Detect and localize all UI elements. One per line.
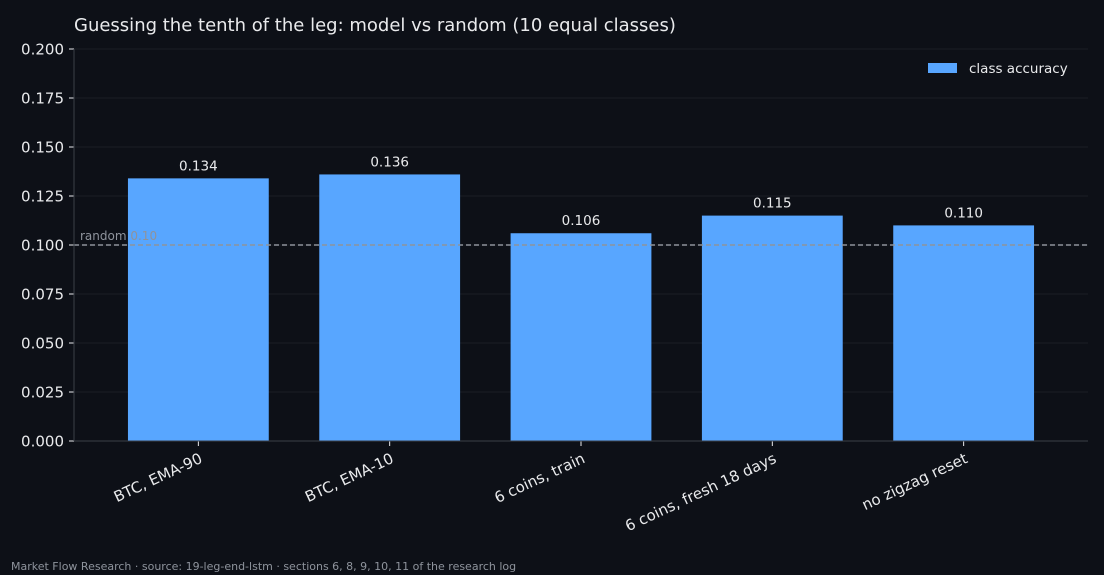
x-tick-label: 6 coins, train <box>492 449 588 507</box>
bar-value-label: 0.136 <box>370 154 409 170</box>
bar <box>701 215 843 441</box>
legend: class accuracy <box>928 61 1068 77</box>
chart-title: Guessing the tenth of the leg: model vs … <box>74 15 676 36</box>
bar-value-label: 0.134 <box>179 158 218 174</box>
bar-value-label: 0.115 <box>753 196 792 212</box>
legend-swatch <box>928 63 957 73</box>
x-tick-label: BTC, EMA-90 <box>111 449 205 506</box>
y-tick-label: 0.025 <box>21 384 64 402</box>
footer-source: Market Flow Research · source: 19-leg-en… <box>11 560 517 573</box>
bar <box>319 174 461 441</box>
bar <box>127 178 269 442</box>
y-tick-label: 0.175 <box>21 90 64 108</box>
x-tick-label: no zigzag reset <box>859 449 970 514</box>
y-tick-label: 0.150 <box>21 139 64 157</box>
bar-value-label: 0.110 <box>944 205 983 221</box>
y-tick-label: 0.200 <box>21 41 64 59</box>
y-tick-label: 0.000 <box>21 433 64 451</box>
x-tick-label: BTC, EMA-10 <box>302 449 396 506</box>
bar <box>893 225 1035 441</box>
bar-value-label: 0.106 <box>562 213 601 229</box>
data-labels: 0.134 0.136 0.106 0.115 0.110 <box>179 154 983 229</box>
x-tick-label: 6 coins, fresh 18 days <box>622 449 779 535</box>
reference-line-group: random 0.10 <box>74 229 1088 246</box>
y-tick-label: 0.125 <box>21 188 64 206</box>
y-tick-label: 0.100 <box>21 237 64 255</box>
bars <box>127 174 1035 442</box>
reference-line-label: random 0.10 <box>80 229 157 243</box>
legend-label: class accuracy <box>969 61 1068 77</box>
y-tick-label: 0.075 <box>21 286 64 304</box>
y-tick-label: 0.050 <box>21 335 64 353</box>
bar <box>510 233 652 441</box>
